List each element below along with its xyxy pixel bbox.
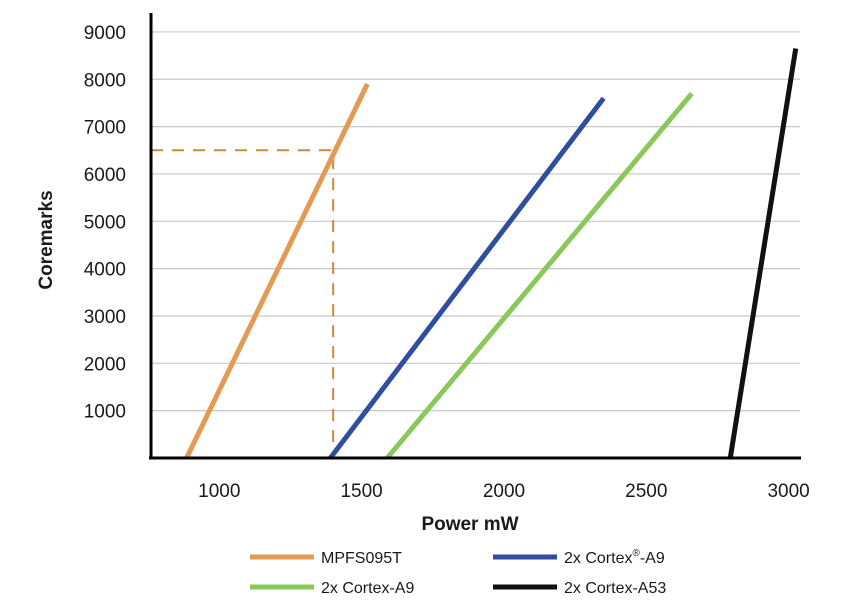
series-line-2x-cortex-a9 <box>385 91 694 460</box>
y-tick-label-9000: 9000 <box>84 23 126 44</box>
y-tick-label-6000: 6000 <box>84 165 126 186</box>
series-lines <box>184 48 799 460</box>
y-tick-label-5000: 5000 <box>84 212 126 233</box>
legend: MPFS095T 2x Cortex®-A9 2x Cortex-A9 2x Cort… <box>250 548 666 597</box>
annotation-layer <box>151 149 335 458</box>
legend-label: 2x Cortex-A9 <box>321 580 414 597</box>
legend-label: 2x Cortex®-A9 <box>564 548 665 567</box>
x-tick-label-2000: 2000 <box>483 481 525 502</box>
x-tick-label-1000: 1000 <box>198 481 240 502</box>
grid-lines <box>151 31 800 412</box>
y-tick-label-7000: 7000 <box>84 118 126 139</box>
legend-item-2x-cortex-a9: 2x Cortex®-A9 <box>493 548 665 567</box>
series-line-mpfs095t <box>184 82 370 460</box>
y-tick-label-3000: 3000 <box>84 307 126 328</box>
series-line-2x-cortex-a53 <box>727 48 799 459</box>
y-tick-labels: 1000 2000 3000 4000 5000 6000 7000 8000 9000 <box>84 23 126 423</box>
x-tick-label-1500: 1500 <box>340 481 382 502</box>
legend-item-2x-cortex-a53: 2x Cortex-A53 <box>493 580 666 597</box>
legend-label: MPFS095T <box>321 550 402 567</box>
reference-dashed-line <box>151 149 335 458</box>
x-tick-labels: 1000 1500 2000 2500 3000 <box>198 481 810 502</box>
y-tick-label-4000: 4000 <box>84 260 126 281</box>
x-axis-title: Power mW <box>421 514 518 535</box>
y-tick-label-8000: 8000 <box>84 70 126 91</box>
legend-item-2x-cortex-a9: 2x Cortex-A9 <box>250 580 414 597</box>
y-tick-label-2000: 2000 <box>84 354 126 375</box>
x-tick-label-3000: 3000 <box>767 481 809 502</box>
y-axis-title: Coremarks <box>36 190 57 289</box>
legend-label: 2x Cortex-A53 <box>564 580 666 597</box>
y-tick-label-1000: 1000 <box>84 402 126 423</box>
legend-item-mpfs095t: MPFS095T <box>250 550 402 567</box>
x-tick-label-2500: 2500 <box>625 481 667 502</box>
series-line-2x-cortex-a9 <box>328 96 606 460</box>
